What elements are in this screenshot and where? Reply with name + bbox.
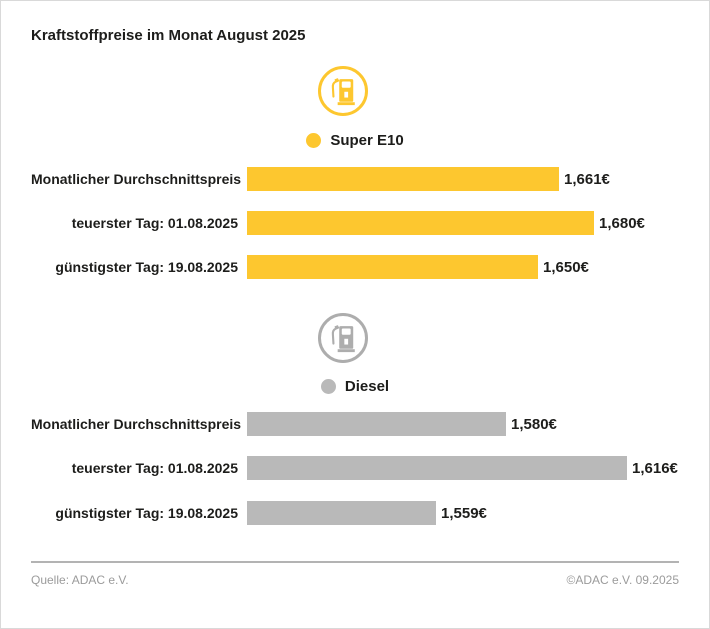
legend-dot-diesel bbox=[320, 379, 336, 394]
bar-row-super-avg: Monatlicher Durchschnittspreis 1,661€ bbox=[31, 167, 699, 191]
bar-value: 1,650€ bbox=[543, 258, 589, 276]
bar-label: günstigster Tag: 19.08.2025 bbox=[55, 505, 238, 521]
bar-value: 1,616€ bbox=[632, 459, 678, 477]
bar-row-diesel-max: teuerster Tag: 01.08.2025 1,616€ bbox=[31, 456, 699, 480]
bar-row-super-min: günstigster Tag: 19.08.2025 1,650€ bbox=[31, 255, 699, 279]
bar-diesel-min bbox=[247, 501, 436, 525]
bar-label: Monatlicher Durchschnittspreis bbox=[31, 171, 242, 187]
bar-value: 1,580€ bbox=[511, 415, 557, 433]
legend-diesel: Diesel bbox=[1, 378, 709, 395]
bar-row-diesel-min: günstigster Tag: 19.08.2025 1,559€ bbox=[31, 501, 699, 525]
bar-super-min bbox=[247, 255, 538, 279]
bar-diesel-avg bbox=[247, 412, 506, 436]
bar-value: 1,680€ bbox=[599, 214, 645, 232]
fuel-pump-icon bbox=[318, 313, 368, 363]
bar-label: teuerster Tag: 01.08.2025 bbox=[71, 460, 238, 476]
bar-label: Monatlicher Durchschnittspreis bbox=[31, 416, 242, 432]
legend-label-super-e10: Super E10 bbox=[330, 132, 404, 149]
footer-copyright: ©ADAC e.V. 09.2025 bbox=[566, 573, 679, 587]
fuel-pump-glyph bbox=[331, 78, 355, 106]
bar-super-avg bbox=[247, 167, 559, 191]
legend-dot-super-e10 bbox=[306, 133, 322, 148]
fuel-pump-icon bbox=[318, 66, 368, 116]
fuel-pump-glyph bbox=[331, 325, 355, 353]
footer-source: Quelle: ADAC e.V. bbox=[31, 573, 129, 587]
bar-value: 1,661€ bbox=[564, 170, 610, 188]
bar-label: günstigster Tag: 19.08.2025 bbox=[55, 259, 238, 275]
footer-divider bbox=[31, 561, 679, 563]
bar-label: teuerster Tag: 01.08.2025 bbox=[71, 215, 238, 231]
legend-label-diesel: Diesel bbox=[344, 378, 390, 395]
bar-diesel-max bbox=[247, 456, 627, 480]
bar-row-super-max: teuerster Tag: 01.08.2025 1,680€ bbox=[31, 211, 699, 235]
legend-super-e10: Super E10 bbox=[1, 132, 709, 149]
bar-value: 1,559€ bbox=[441, 504, 487, 522]
bar-row-diesel-avg: Monatlicher Durchschnittspreis 1,580€ bbox=[31, 412, 699, 436]
chart-title: Kraftstoffpreise im Monat August 2025 bbox=[31, 27, 306, 44]
bar-super-max bbox=[247, 211, 594, 235]
